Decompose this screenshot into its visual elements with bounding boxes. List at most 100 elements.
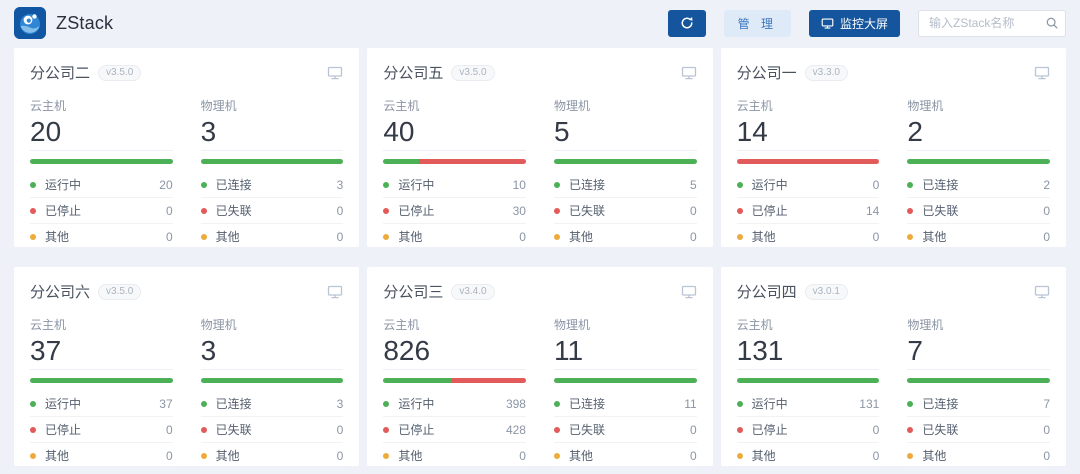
monitor-screen-button[interactable]: 监控大屏 xyxy=(808,9,900,37)
host-status-rows: 已连接 11 已失联 0 其他 0 xyxy=(553,391,697,469)
red-dot-icon xyxy=(30,207,36,214)
card-monitor-icon[interactable] xyxy=(327,284,343,300)
yellow-dot-icon xyxy=(736,233,743,240)
green-dot-icon xyxy=(200,181,207,188)
host-row-connected: 已连接 3 xyxy=(200,172,344,198)
card-body: 云主机 37 运行中 37 已停止 0 xyxy=(30,316,344,469)
app-header: ZStack 管 理 监控大屏 xyxy=(0,0,1080,46)
refresh-button[interactable] xyxy=(667,9,706,37)
host-status-rows: 已连接 7 已失联 0 其他 0 xyxy=(907,391,1050,469)
yellow-dot-icon xyxy=(383,452,390,459)
card-body: 云主机 40 运行中 10 已停止 30 xyxy=(383,97,697,250)
host-status-rows: 已连接 3 已失联 0 其他 0 xyxy=(200,391,344,469)
vm-status-bar xyxy=(383,378,526,383)
cards-grid: 分公司二 v3.5.0 云主机 20 xyxy=(0,46,1080,473)
vm-status-bar xyxy=(30,378,173,383)
branch-title: 分公司六 xyxy=(30,284,91,301)
search-icon[interactable] xyxy=(1045,16,1059,35)
version-badge: v3.5.0 xyxy=(98,64,142,81)
card-monitor-icon[interactable] xyxy=(327,65,343,81)
version-badge: v3.5.0 xyxy=(451,64,495,81)
version-badge: v3.0.1 xyxy=(804,283,848,300)
green-dot-icon xyxy=(200,400,207,407)
branch-card: 分公司一 v3.3.0 云主机 14 xyxy=(720,48,1066,250)
red-dot-icon xyxy=(383,207,390,214)
host-row-disconnected: 已失联 0 xyxy=(200,417,344,443)
host-bar-green xyxy=(200,159,344,164)
card-body: 云主机 20 运行中 20 已停止 0 xyxy=(30,97,344,250)
header-actions: 管 理 监控大屏 xyxy=(667,9,1066,37)
branch-title: 分公司三 xyxy=(383,284,444,301)
red-dot-icon xyxy=(383,426,390,433)
host-row-other: 其他 0 xyxy=(553,443,697,469)
yellow-dot-icon xyxy=(30,452,36,459)
vm-total: 131 xyxy=(736,336,880,370)
vm-row-running: 运行中 131 xyxy=(736,391,880,417)
host-column: 物理机 5 已连接 5 已失联 0 xyxy=(553,97,697,250)
vm-status-rows: 运行中 0 已停止 14 其他 0 xyxy=(736,172,880,250)
vm-bar-red xyxy=(418,159,526,164)
vm-total: 37 xyxy=(30,336,173,370)
host-column: 物理机 2 已连接 2 已失联 0 xyxy=(907,97,1050,250)
vm-label: 云主机 xyxy=(736,318,773,332)
vm-row-other: 其他 0 xyxy=(736,443,880,469)
host-status-bar xyxy=(200,159,344,164)
vm-status-bar xyxy=(383,159,526,164)
card-monitor-icon[interactable] xyxy=(1034,65,1050,81)
manage-button[interactable]: 管 理 xyxy=(723,9,791,37)
green-dot-icon xyxy=(383,181,390,188)
card-monitor-icon[interactable] xyxy=(681,284,697,300)
host-label: 物理机 xyxy=(907,318,944,332)
host-bar-green xyxy=(200,378,344,383)
vm-bar-green xyxy=(736,378,880,383)
yellow-dot-icon xyxy=(736,452,743,459)
vm-row-stopped: 已停止 14 xyxy=(736,198,880,224)
brand: ZStack xyxy=(14,7,113,39)
refresh-icon xyxy=(680,16,694,30)
host-column: 物理机 11 已连接 11 已失联 0 xyxy=(553,316,697,469)
vm-column: 云主机 826 运行中 398 已停止 428 xyxy=(383,316,526,469)
vm-status-rows: 运行中 37 已停止 0 其他 0 xyxy=(30,391,173,469)
yellow-dot-icon xyxy=(907,452,914,459)
vm-row-running: 运行中 37 xyxy=(30,391,173,417)
version-badge: v3.4.0 xyxy=(451,283,495,300)
green-dot-icon xyxy=(907,400,914,407)
host-row-other: 其他 0 xyxy=(200,224,344,250)
vm-bar-red xyxy=(736,159,880,164)
host-row-other: 其他 0 xyxy=(553,224,697,250)
card-body: 云主机 826 运行中 398 已停止 428 xyxy=(383,316,697,469)
host-row-disconnected: 已失联 0 xyxy=(907,198,1050,224)
zstack-logo-icon xyxy=(14,7,46,39)
host-column: 物理机 7 已连接 7 已失联 0 xyxy=(907,316,1050,469)
host-total: 5 xyxy=(553,117,697,151)
vm-label: 云主机 xyxy=(736,99,773,113)
vm-row-running: 运行中 10 xyxy=(383,172,526,198)
vm-bar-green xyxy=(30,378,173,383)
vm-row-running: 运行中 0 xyxy=(736,172,880,198)
green-dot-icon xyxy=(736,400,743,407)
red-dot-icon xyxy=(736,207,743,214)
green-dot-icon xyxy=(383,400,390,407)
version-badge: v3.5.0 xyxy=(98,283,142,300)
host-status-bar xyxy=(907,378,1050,383)
vm-row-other: 其他 0 xyxy=(736,224,880,250)
card-monitor-icon[interactable] xyxy=(1034,284,1050,300)
card-header: 分公司五 v3.5.0 xyxy=(383,62,696,83)
card-header: 分公司四 v3.0.1 xyxy=(737,281,1050,302)
vm-column: 云主机 37 运行中 37 已停止 0 xyxy=(30,316,173,469)
host-total: 3 xyxy=(200,336,344,370)
host-bar-green xyxy=(907,378,1050,383)
host-row-other: 其他 0 xyxy=(200,443,344,469)
green-dot-icon xyxy=(553,400,560,407)
host-total: 7 xyxy=(907,336,1050,370)
red-dot-icon xyxy=(200,207,207,214)
host-row-connected: 已连接 3 xyxy=(200,391,344,417)
vm-total: 14 xyxy=(736,117,880,151)
green-dot-icon xyxy=(30,181,36,188)
host-status-bar xyxy=(553,159,697,164)
card-monitor-icon[interactable] xyxy=(681,65,697,81)
green-dot-icon xyxy=(553,181,560,188)
search-input[interactable] xyxy=(918,9,1066,37)
vm-bar-green xyxy=(383,159,419,164)
card-body: 云主机 131 运行中 131 已停止 0 xyxy=(736,316,1050,469)
